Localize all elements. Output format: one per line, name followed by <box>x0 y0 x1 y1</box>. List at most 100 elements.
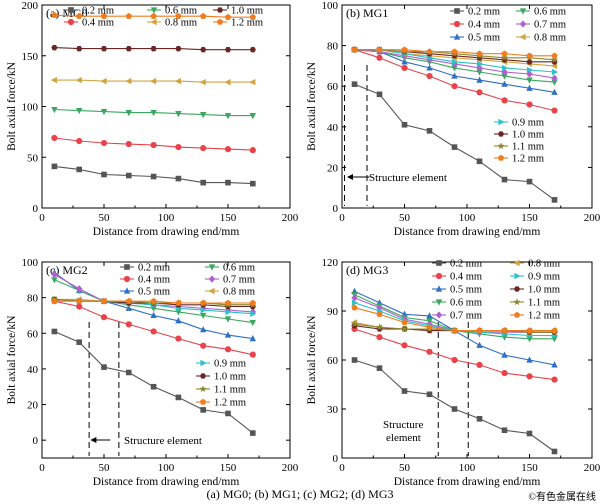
legend-entry: 1.1 mm <box>510 298 560 309</box>
y-tick-label: 40 <box>27 364 39 376</box>
data-point <box>426 312 433 319</box>
data-point <box>75 76 82 84</box>
data-point <box>249 13 256 20</box>
data-point <box>200 299 207 306</box>
watermark: ©有色金属在线 <box>528 490 596 503</box>
y-tick-label: 0 <box>33 435 39 447</box>
x-tick-label: 200 <box>282 212 299 224</box>
legend-entry: 0.9 mm <box>196 359 246 370</box>
data-point <box>476 50 483 57</box>
chart-panel-2: 0 50 100 150 200 0 20 40 60 80 100 Distance from dr… <box>306 0 600 238</box>
data-point <box>200 407 206 413</box>
data-point <box>451 356 458 364</box>
data-point <box>125 109 132 117</box>
data-point <box>150 297 157 304</box>
legend-entry: 0.6 mm <box>516 7 566 18</box>
data-point <box>451 58 459 66</box>
legend-label: 0.9 mm <box>512 118 544 129</box>
legend-entry: 1.0 mm <box>510 285 560 296</box>
data-point <box>150 141 157 149</box>
data-point <box>401 388 408 394</box>
data-point <box>125 12 132 19</box>
data-point <box>501 369 508 377</box>
data-point <box>250 430 256 436</box>
y-tick-label: 150 <box>22 51 39 63</box>
data-point <box>376 310 383 317</box>
series-0-6-mm <box>51 106 256 120</box>
y-tick-label: 80 <box>27 293 39 305</box>
legend-label: 1.0 mm <box>231 6 263 17</box>
data-point <box>76 297 83 304</box>
data-point <box>551 361 558 368</box>
data-point <box>501 64 509 72</box>
legend-label: 1.1 mm <box>528 298 560 309</box>
data-point <box>451 72 458 79</box>
data-point <box>551 376 558 383</box>
data-point <box>376 334 383 341</box>
y-tick-label: 100 <box>22 257 39 269</box>
data-point <box>225 308 232 316</box>
legend-marker <box>199 385 207 393</box>
legend-marker <box>123 275 131 283</box>
legend-entry: 0.2 mm <box>64 6 114 17</box>
legend-entry: 1.0 mm <box>196 372 246 383</box>
legend-marker <box>498 118 505 126</box>
legend-marker <box>513 311 521 318</box>
data-point <box>426 324 433 331</box>
legend-label: 0.4 mm <box>468 20 500 31</box>
chart-panel-4: 0 50 100 150 200 0 30 60 90 120 Distance from draw… <box>306 257 600 488</box>
data-point <box>551 107 558 114</box>
legend-label: 0.2 mm <box>82 6 114 17</box>
legend-label: 1.0 mm <box>528 285 560 296</box>
x-tick-label: 200 <box>584 212 600 224</box>
x-tick-label: 100 <box>459 212 476 224</box>
data-point <box>526 66 534 74</box>
legend-label: 0.4 mm <box>450 272 482 283</box>
series-1-2-mm <box>51 297 256 306</box>
legend-marker <box>514 272 521 280</box>
legend-marker <box>208 275 216 283</box>
x-axis-label: Distance from drawing end/mm <box>394 226 541 238</box>
data-point <box>249 113 256 120</box>
y-axis-label: Bolt axial force/kN <box>6 61 18 150</box>
data-point <box>451 48 458 55</box>
data-point <box>526 373 533 380</box>
data-point <box>200 46 207 53</box>
data-point <box>551 197 558 203</box>
data-point <box>224 331 232 338</box>
series-line <box>354 328 555 381</box>
data-point <box>225 410 231 417</box>
data-point <box>51 277 58 284</box>
data-point <box>51 134 58 142</box>
data-point <box>175 45 182 52</box>
legend-entry: 0.4 mm <box>120 275 170 286</box>
legend-entry: 0.2 mm <box>450 7 500 18</box>
y-tick-label: 0 <box>333 203 339 215</box>
legend-marker <box>519 8 527 15</box>
data-point <box>250 310 257 317</box>
legend-entry: 0.9 mm <box>494 118 544 129</box>
data-point <box>476 416 483 422</box>
legend-label: 1.2 mm <box>528 311 560 322</box>
data-point <box>401 342 408 349</box>
legend-label: 0.4 mm <box>82 18 114 29</box>
data-point <box>150 12 157 19</box>
legend-label: 1.2 mm <box>214 398 246 409</box>
data-point <box>200 179 206 186</box>
data-point <box>101 171 107 178</box>
data-point <box>51 270 58 279</box>
data-point <box>224 113 232 120</box>
data-point <box>51 297 58 304</box>
data-point <box>249 319 256 327</box>
x-tick-label: 50 <box>399 462 411 474</box>
data-point <box>51 106 58 114</box>
data-point <box>249 335 256 342</box>
legend-label: 0.8 mm <box>534 33 566 44</box>
legend-entry: 1.2 mm <box>196 398 246 409</box>
data-point <box>200 145 207 152</box>
data-point <box>401 46 408 53</box>
data-point <box>126 369 132 376</box>
y-axis-label: Bolt axial force/kN <box>6 315 18 404</box>
data-point <box>526 59 533 65</box>
